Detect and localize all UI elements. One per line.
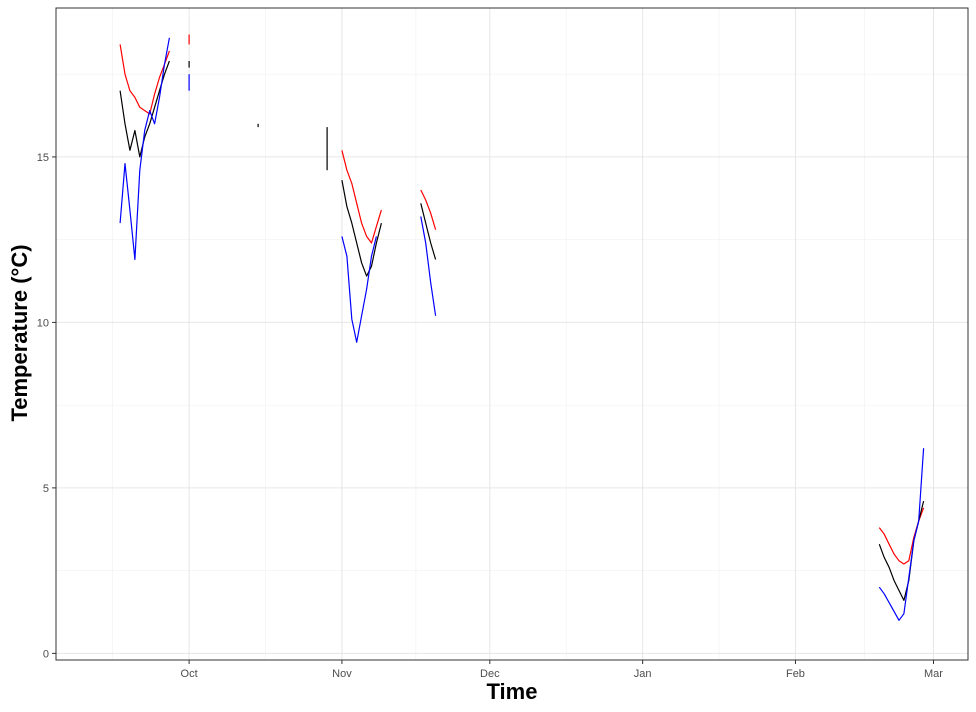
x-tick-label: Dec <box>480 668 500 680</box>
y-tick-label: 0 <box>43 648 49 660</box>
series-line-segment <box>341 179 382 277</box>
series-line-segment <box>878 448 925 621</box>
series-line-segment <box>119 44 170 115</box>
series-2 <box>119 60 925 602</box>
series-line-segment <box>420 203 437 260</box>
y-axis-title: Temperature (°C) <box>7 244 32 421</box>
grid <box>56 8 968 660</box>
axes: 0 5 10 15 Oct Nov Dec Jan Feb Mar <box>37 152 944 680</box>
series-line-segment <box>341 236 377 343</box>
x-tick-label: Jan <box>634 668 652 680</box>
y-tick-label: 5 <box>43 483 49 495</box>
y-tick-label: 15 <box>37 152 49 164</box>
y-tick-label: 10 <box>37 317 49 329</box>
series-line-segment <box>119 37 170 261</box>
x-tick-label: Mar <box>924 668 943 680</box>
series-line-segment <box>420 189 437 230</box>
x-tick-label: Nov <box>332 668 352 680</box>
panel-border <box>55 7 969 661</box>
x-tick-label: Oct <box>181 668 198 680</box>
series-line-segment <box>420 216 437 316</box>
series-layer <box>119 34 925 621</box>
x-tick-label: Feb <box>786 668 805 680</box>
series-line-segment <box>341 150 382 244</box>
series-3 <box>119 37 925 621</box>
x-axis-title: Time <box>487 679 538 704</box>
